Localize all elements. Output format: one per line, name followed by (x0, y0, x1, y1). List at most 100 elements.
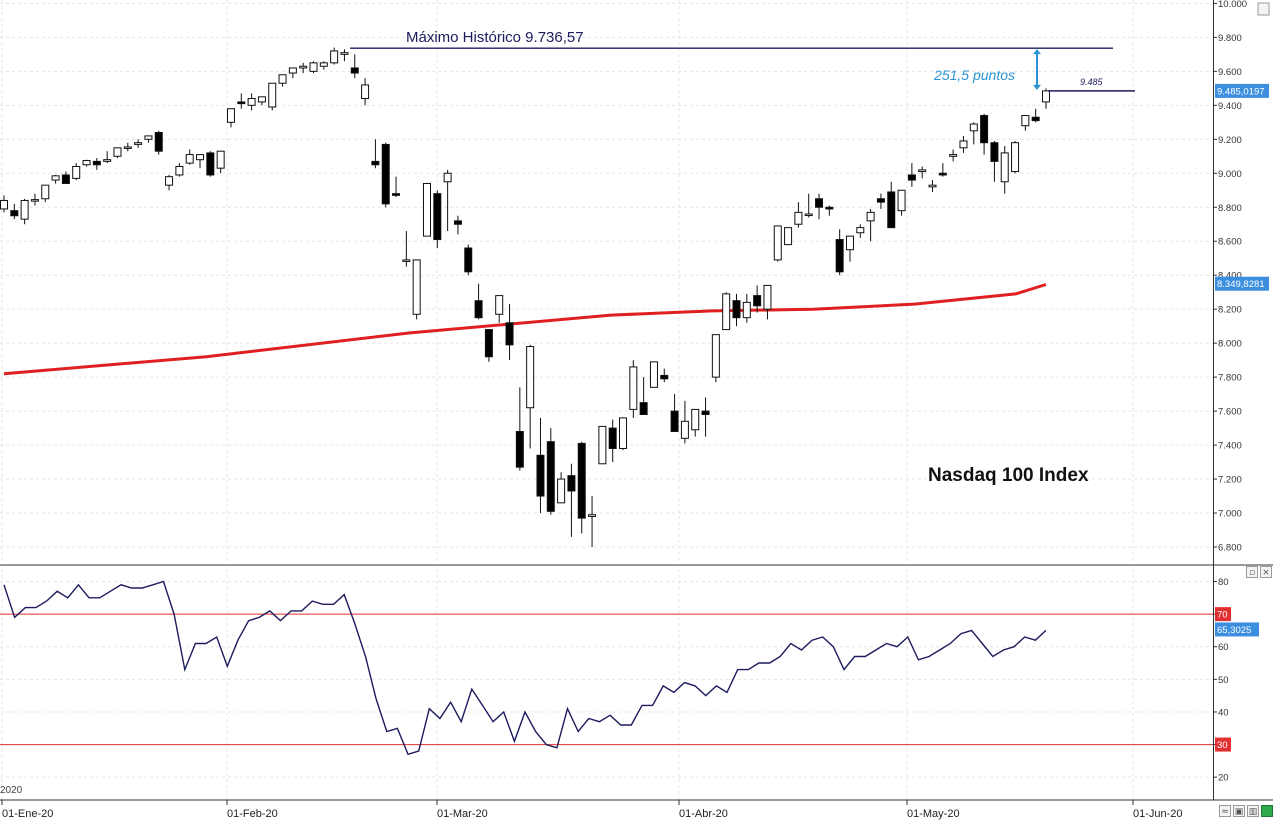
chart-title: Nasdaq 100 Index (928, 465, 1089, 486)
rsi-y-tick-label: 40 (1218, 707, 1229, 718)
candle-body (938, 172, 947, 176)
candle-body (20, 199, 29, 220)
rsi-ref-tag: 30 (1217, 740, 1228, 751)
restore-icon[interactable]: ▫ (1246, 566, 1258, 578)
gap-arrow-up (1033, 49, 1041, 55)
y-tick-label: 6.800 (1218, 543, 1242, 554)
candle-body (629, 366, 638, 410)
candle-body (72, 165, 81, 179)
candle-body (247, 98, 256, 106)
moving-average-line (3, 283, 1047, 376)
x-tick-label: 01-Abr-20 (679, 808, 728, 820)
rsi-ref-tag-bg (1215, 737, 1231, 752)
candle-body (41, 184, 50, 200)
candle-body (257, 96, 266, 103)
x-tick-label: 01-Feb-20 (227, 808, 278, 820)
candle-body (753, 295, 762, 307)
candle-body (980, 115, 989, 144)
candle-body (216, 150, 225, 169)
candle-body (588, 514, 597, 517)
y-tick-label: 7.400 (1218, 441, 1242, 452)
candle-body (711, 334, 720, 378)
candle-body (876, 198, 885, 203)
candle-body (288, 67, 297, 74)
go-icon[interactable] (1261, 805, 1273, 817)
candle-body (784, 227, 793, 246)
panel-icon[interactable]: ▥ (1247, 805, 1259, 817)
candle-body (949, 154, 958, 157)
candle-body (804, 213, 813, 217)
candle-body (660, 374, 669, 380)
candle-body (897, 189, 906, 212)
candle-body (526, 346, 535, 409)
candle-body (61, 174, 70, 184)
candle-body (835, 239, 844, 273)
candle-body (392, 193, 401, 196)
save-icon[interactable]: ▣ (1233, 805, 1245, 817)
candle-body (577, 442, 586, 519)
candle-body (515, 430, 524, 468)
candle-body (763, 284, 772, 310)
rsi-y-tick-label: 60 (1218, 642, 1229, 653)
candle-body (536, 454, 545, 497)
candle-body (330, 50, 339, 64)
candle-body (340, 52, 349, 55)
x-tick-label: 01-Mar-20 (437, 808, 488, 820)
candle-body (701, 410, 710, 416)
y-tick-label: 8.800 (1218, 203, 1242, 214)
candle-body (959, 140, 968, 149)
y-tick-label: 7.600 (1218, 407, 1242, 418)
price-tag: 9.485,0197 (1217, 86, 1265, 97)
candle-body (1000, 152, 1009, 183)
candle-body (0, 199, 8, 210)
rsi-value-tag-bg (1215, 622, 1259, 637)
candle-body (742, 301, 751, 319)
last-level-label: 9.485 (1080, 77, 1104, 87)
candle-body (309, 62, 318, 72)
ma-tag: 8.349,8281 (1217, 279, 1265, 290)
candle-body (134, 142, 143, 145)
candle-body (639, 402, 648, 416)
candle-body (608, 427, 617, 449)
rsi-ref-tag: 70 (1217, 610, 1228, 621)
candles (0, 47, 1050, 548)
candle-body (453, 220, 462, 225)
candle-body (185, 154, 194, 164)
ma-tag-bg (1215, 276, 1269, 291)
candle-body (794, 211, 803, 225)
candle-body (1042, 90, 1050, 103)
candle-body (722, 293, 731, 331)
candle-body (113, 147, 122, 157)
candle-body (856, 227, 865, 234)
candle-body (299, 65, 308, 69)
y-tick-label: 9.200 (1218, 135, 1242, 146)
x-tick-label: 01-May-20 (907, 808, 960, 820)
close-icon[interactable]: × (1260, 566, 1272, 578)
candle-body (361, 84, 370, 100)
candle-body (815, 198, 824, 208)
candle-body (557, 478, 566, 504)
rsi-line (3, 580, 1047, 756)
candle-body (918, 169, 927, 173)
candle-body (505, 322, 514, 346)
candle-body (123, 146, 132, 149)
y-tick-label: 7.000 (1218, 509, 1242, 520)
candle-body (103, 159, 112, 162)
candle-body (196, 154, 205, 161)
rsi-value-tag: 65,3025 (1217, 625, 1251, 636)
candle-body (546, 441, 555, 512)
candle-body (670, 410, 679, 432)
candle-body (649, 361, 658, 388)
candle-body (381, 143, 390, 205)
candle-body (154, 132, 163, 152)
candle-body (464, 247, 473, 273)
all-time-high-label: Máximo Histórico 9.736,57 (406, 29, 584, 46)
candle-body (433, 193, 442, 241)
candle-body (825, 206, 834, 210)
candle-body (732, 300, 741, 319)
wave-icon[interactable]: ≈ (1219, 805, 1231, 817)
candle-body (1011, 142, 1020, 173)
candle-body (474, 300, 483, 319)
candle-body (226, 108, 235, 123)
y-tick-label: 9.600 (1218, 67, 1242, 78)
